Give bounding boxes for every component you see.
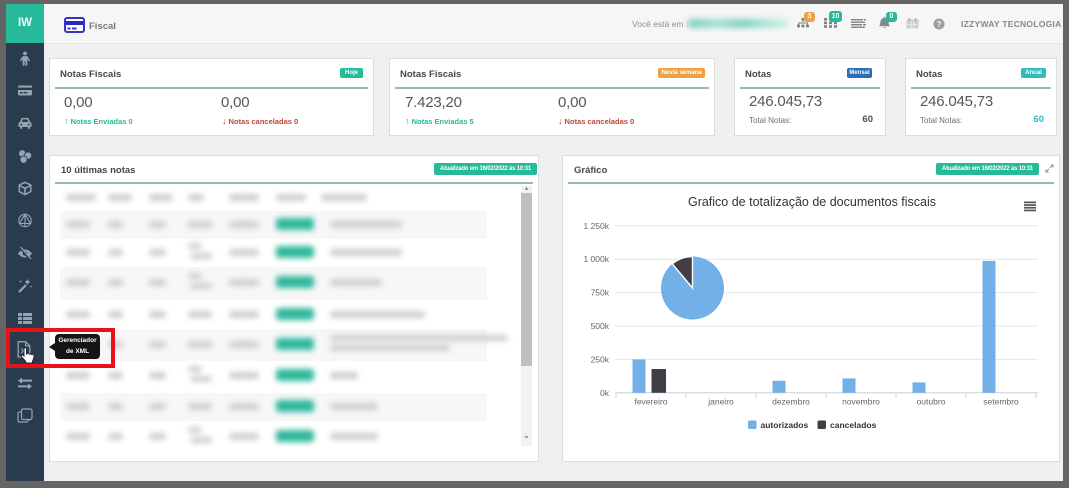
svg-text:1 250k: 1 250k [583,221,609,231]
svg-text:1 000k: 1 000k [583,254,609,264]
svg-text:cancelados: cancelados [830,420,877,430]
svg-text:outubro: outubro [917,397,946,407]
svg-text:750k: 750k [591,288,610,298]
svg-text:autorizados: autorizados [761,420,809,430]
svg-text:dezembro: dezembro [772,397,810,407]
svg-text:janeiro: janeiro [707,397,734,407]
svg-text:fevereiro: fevereiro [634,397,667,407]
svg-text:?: ? [937,20,942,29]
svg-text:0k: 0k [600,388,610,398]
svg-text:500k: 500k [591,321,610,331]
svg-text:novembro: novembro [842,397,880,407]
svg-text:250k: 250k [591,354,610,364]
svg-text:setembro: setembro [983,397,1019,407]
svg-text:Grafico de totalização de docu: Grafico de totalização de documentos fis… [688,195,936,209]
